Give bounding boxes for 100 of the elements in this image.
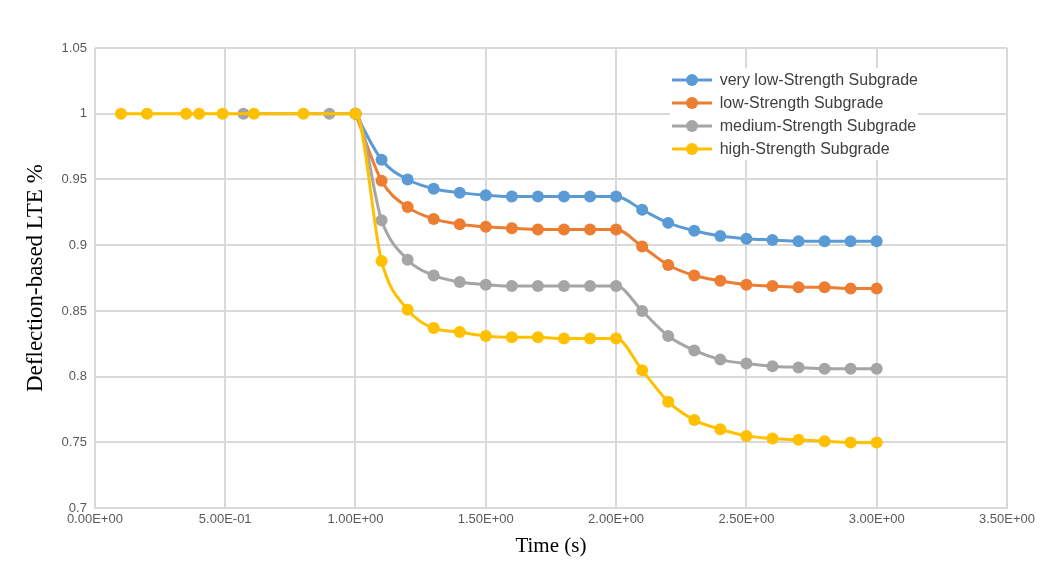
point <box>216 107 229 120</box>
point <box>662 395 675 408</box>
point <box>688 344 701 357</box>
point <box>427 182 440 195</box>
x-tick-label: 1.50E+00 <box>457 510 514 526</box>
point <box>375 255 388 268</box>
point <box>766 233 779 246</box>
point <box>818 362 831 375</box>
point <box>610 279 623 292</box>
point <box>584 223 597 236</box>
x-tick-label: 3.50E+00 <box>978 510 1035 526</box>
y-tick-label: 0.7 <box>68 499 87 515</box>
x-tick-label: 2.00E+00 <box>588 510 645 526</box>
point <box>453 276 466 289</box>
point <box>766 360 779 373</box>
x-axis-title: Time (s) <box>515 532 587 557</box>
point <box>584 190 597 203</box>
point <box>479 278 492 291</box>
point <box>427 322 440 335</box>
point <box>557 332 570 345</box>
point <box>180 107 193 120</box>
point <box>610 190 623 203</box>
point <box>766 432 779 445</box>
y-tick-label: 0.75 <box>61 434 87 450</box>
point <box>870 436 883 449</box>
y-axis-title: Deflection-based LTE % <box>21 164 47 392</box>
point <box>505 279 518 292</box>
x-tick-label: 3.00E+00 <box>848 510 905 526</box>
point <box>610 223 623 236</box>
point <box>740 278 753 291</box>
y-tick-label: 1.05 <box>61 39 87 55</box>
point <box>662 216 675 229</box>
x-tick-label: 1.00E+00 <box>327 510 384 526</box>
point <box>818 435 831 448</box>
y-tick-label: 0.95 <box>61 171 87 187</box>
point <box>584 279 597 292</box>
point <box>375 214 388 227</box>
point <box>714 274 727 287</box>
point <box>818 281 831 294</box>
point <box>636 364 649 377</box>
point <box>610 332 623 345</box>
point <box>844 235 857 248</box>
point <box>453 326 466 339</box>
point <box>401 201 414 214</box>
point <box>818 235 831 248</box>
point <box>636 240 649 253</box>
point <box>662 258 675 271</box>
point <box>714 353 727 366</box>
point <box>375 174 388 187</box>
point <box>740 429 753 442</box>
point <box>531 331 544 344</box>
y-tick-label: 0.8 <box>68 368 87 384</box>
point <box>427 212 440 225</box>
point <box>141 107 154 120</box>
point <box>401 303 414 316</box>
point <box>792 433 805 446</box>
point <box>714 423 727 436</box>
x-tick-label: 5.00E-01 <box>198 510 252 526</box>
point <box>870 362 883 375</box>
point <box>740 357 753 370</box>
legend-label: high-Strength Subgrade <box>719 139 890 158</box>
point <box>479 220 492 233</box>
point <box>505 222 518 235</box>
point <box>844 282 857 295</box>
point <box>375 153 388 166</box>
point <box>427 269 440 282</box>
point <box>740 232 753 245</box>
point <box>557 223 570 236</box>
point <box>636 203 649 216</box>
point <box>844 436 857 449</box>
y-tick-label: 0.85 <box>61 302 87 318</box>
point <box>531 279 544 292</box>
point <box>870 282 883 295</box>
point <box>714 230 727 243</box>
y-tick-label: 0.9 <box>68 236 87 252</box>
point <box>531 190 544 203</box>
legend-label: medium-Strength Subgrade <box>719 116 917 135</box>
point <box>114 107 127 120</box>
point <box>792 361 805 374</box>
point <box>792 281 805 294</box>
point <box>453 218 466 231</box>
point <box>531 223 544 236</box>
x-tick-label: 2.50E+00 <box>718 510 775 526</box>
point <box>401 173 414 186</box>
legend-label: low-Strength Subgrade <box>719 93 884 112</box>
point <box>297 107 310 120</box>
point <box>453 186 466 199</box>
point <box>505 331 518 344</box>
point <box>766 279 779 292</box>
point <box>247 107 260 120</box>
point <box>844 362 857 375</box>
y-tick-label: 1 <box>79 105 87 121</box>
legend-label: very low-Strength Subgrade <box>719 70 918 89</box>
point <box>688 224 701 237</box>
point <box>479 329 492 342</box>
point <box>557 190 570 203</box>
point <box>193 107 206 120</box>
point <box>505 190 518 203</box>
point <box>401 253 414 266</box>
point <box>870 235 883 248</box>
